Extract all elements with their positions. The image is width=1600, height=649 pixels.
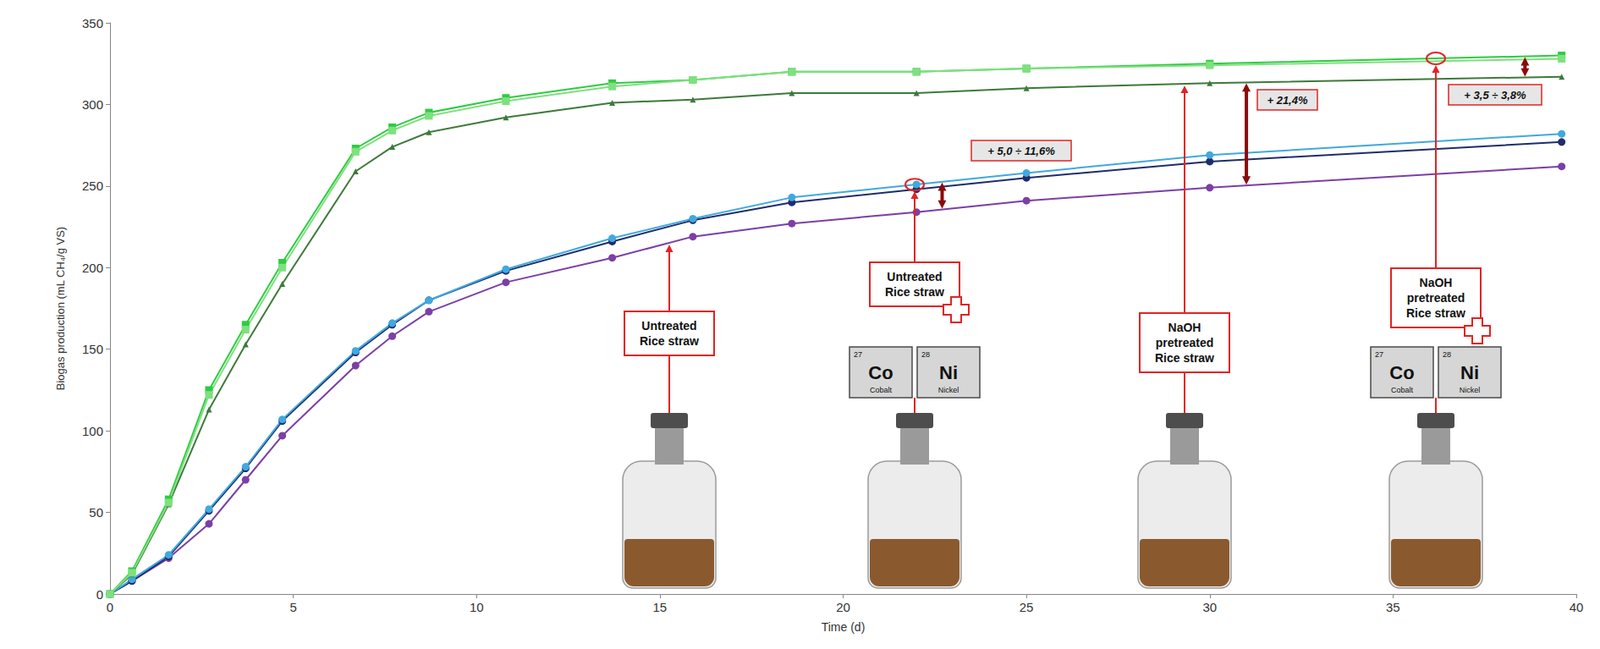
svg-text:Time (d): Time (d) [821, 620, 866, 634]
svg-text:Rice straw: Rice straw [1154, 351, 1215, 365]
svg-text:Co: Co [1389, 362, 1414, 384]
svg-text:pretreated: pretreated [1407, 291, 1465, 305]
svg-text:35: 35 [1385, 599, 1401, 615]
svg-text:Ni: Ni [939, 362, 958, 384]
svg-text:20: 20 [835, 599, 851, 615]
svg-text:Rice straw: Rice straw [1406, 306, 1466, 320]
svg-text:Co: Co [868, 362, 893, 384]
svg-text:10: 10 [469, 599, 484, 615]
svg-text:28: 28 [1442, 350, 1452, 359]
svg-text:NaOH: NaOH [1168, 320, 1202, 335]
svg-text:Rice straw: Rice straw [885, 285, 945, 299]
svg-text:27: 27 [853, 350, 863, 359]
svg-text:28: 28 [921, 350, 930, 359]
svg-text:NaOH: NaOH [1419, 275, 1453, 290]
svg-text:40: 40 [1569, 599, 1584, 615]
svg-text:0: 0 [106, 599, 114, 615]
svg-text:350: 350 [82, 16, 104, 31]
svg-text:50: 50 [88, 505, 104, 520]
svg-text:Nickel: Nickel [1459, 385, 1481, 395]
svg-text:25: 25 [1019, 599, 1034, 615]
svg-text:150: 150 [82, 341, 104, 357]
svg-text:250: 250 [82, 178, 104, 193]
svg-text:+ 5,0 ÷ 11,6%: + 5,0 ÷ 11,6% [987, 144, 1056, 158]
svg-text:300: 300 [82, 97, 104, 112]
svg-text:100: 100 [82, 423, 104, 439]
svg-text:5: 5 [289, 599, 297, 615]
svg-text:30: 30 [1202, 599, 1217, 615]
svg-text:Biogas production (mL CH₄/g VS: Biogas production (mL CH₄/g VS) [54, 226, 67, 391]
svg-text:Untreated: Untreated [641, 318, 697, 333]
svg-text:0: 0 [96, 587, 104, 602]
svg-text:pretreated: pretreated [1155, 335, 1214, 350]
svg-text:Nickel: Nickel [938, 385, 960, 395]
svg-text:+ 21,4%: + 21,4% [1266, 93, 1309, 107]
svg-text:+ 3,5 ÷ 3,8%: + 3,5 ÷ 3,8% [1463, 88, 1527, 102]
svg-text:15: 15 [653, 599, 668, 615]
svg-text:Cobalt: Cobalt [869, 385, 893, 395]
svg-text:Cobalt: Cobalt [1391, 385, 1414, 395]
svg-text:27: 27 [1374, 350, 1384, 359]
svg-text:Untreated: Untreated [886, 269, 942, 284]
svg-text:Ni: Ni [1460, 362, 1480, 384]
svg-text:Rice straw: Rice straw [639, 334, 699, 348]
svg-text:200: 200 [82, 260, 104, 275]
